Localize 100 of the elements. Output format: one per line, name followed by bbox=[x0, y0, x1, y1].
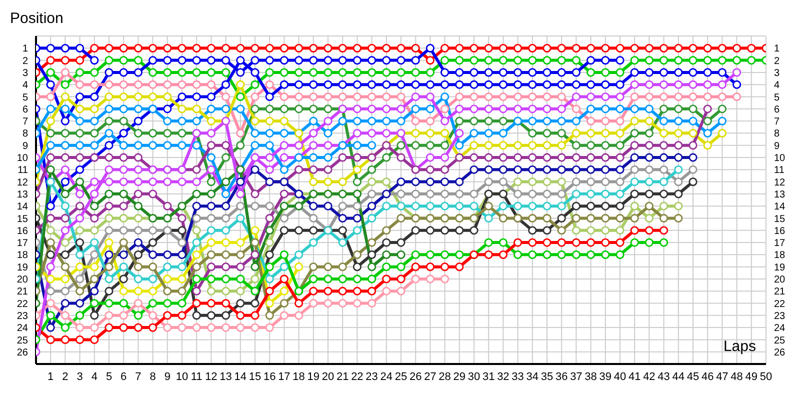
x-tick-label: 17 bbox=[278, 370, 290, 383]
y-tick-label: 13 bbox=[16, 189, 28, 200]
y2-tick-label: 25 bbox=[774, 335, 786, 346]
y-tick-label: 2 bbox=[22, 56, 28, 67]
x-tick-label: 36 bbox=[555, 370, 568, 383]
x-tick-label: 25 bbox=[394, 370, 408, 383]
y-tick-label: 6 bbox=[22, 104, 28, 116]
y2-tick-label: 9 bbox=[774, 140, 780, 152]
y2-tick-label: 7 bbox=[774, 116, 780, 128]
y2-tick-label: 21 bbox=[774, 286, 786, 298]
x-tick-label: 15 bbox=[248, 370, 262, 383]
y-tick-label: 12 bbox=[16, 177, 28, 188]
y2-tick-label: 11 bbox=[774, 165, 785, 176]
y-tick-label: 19 bbox=[16, 262, 28, 274]
x-tick-label: 13 bbox=[220, 370, 232, 383]
y2-tick-label: 4 bbox=[774, 80, 780, 92]
y-tick-label: 21 bbox=[16, 286, 28, 298]
x-tick-label: 29 bbox=[453, 370, 466, 383]
y2-tick-label: 8 bbox=[774, 128, 780, 140]
y2-tick-label: 13 bbox=[774, 189, 786, 200]
x-tick-label: 26 bbox=[409, 370, 422, 383]
x-tick-label: 8 bbox=[150, 370, 156, 383]
y-tick-label: 26 bbox=[16, 347, 28, 358]
x-tick-label: 22 bbox=[351, 370, 364, 383]
x-tick-label: 14 bbox=[234, 370, 247, 383]
x-tick-label: 21 bbox=[336, 370, 349, 383]
y2-tick-label: 16 bbox=[774, 226, 786, 237]
x-tick-label: 11 bbox=[190, 370, 202, 383]
y-tick-label: 3 bbox=[22, 68, 28, 79]
x-tick-label: 4 bbox=[91, 370, 98, 383]
x-tick-label: 2 bbox=[62, 370, 68, 383]
x-tick-label: 39 bbox=[599, 370, 612, 383]
y-tick-label: 7 bbox=[22, 116, 28, 128]
x-tick-label: 43 bbox=[658, 370, 670, 383]
x-tick-label: 18 bbox=[292, 370, 305, 383]
y-tick-label: 16 bbox=[16, 226, 28, 237]
y2-tick-label: 10 bbox=[774, 153, 786, 164]
x-tick-label: 20 bbox=[322, 370, 334, 383]
y-tick-label: 11 bbox=[18, 165, 28, 176]
x-tick-label: 23 bbox=[366, 370, 378, 383]
y-tick-label: 24 bbox=[16, 323, 28, 334]
x-tick-label: 32 bbox=[497, 370, 510, 383]
x-tick-label: 34 bbox=[526, 370, 539, 383]
x-tick-label: 44 bbox=[672, 370, 685, 383]
x-tick-label: 12 bbox=[205, 370, 218, 383]
y2-tick-label: 22 bbox=[774, 298, 786, 310]
y2-tick-label: 1 bbox=[774, 44, 780, 55]
x-tick-label: 41 bbox=[628, 370, 641, 383]
y2-tick-label: 3 bbox=[774, 68, 780, 79]
y-tick-label: 10 bbox=[16, 153, 28, 164]
y-tick-label: 1 bbox=[22, 44, 28, 55]
x-tick-label: 28 bbox=[438, 370, 451, 383]
y2-tick-label: 2 bbox=[774, 56, 780, 67]
x-tick-label: 48 bbox=[730, 370, 743, 383]
y2-tick-label: 26 bbox=[774, 347, 786, 358]
x-tick-label: 6 bbox=[120, 370, 127, 383]
x-tick-label: 37 bbox=[570, 370, 582, 383]
y-tick-label: 4 bbox=[22, 80, 28, 92]
y-tick-label: 15 bbox=[16, 214, 28, 225]
y-tick-label: 8 bbox=[22, 128, 28, 140]
y2-tick-label: 24 bbox=[774, 323, 786, 334]
x-tick-label: 30 bbox=[468, 370, 480, 383]
x-tick-label: 42 bbox=[643, 370, 656, 383]
y-tick-label: 14 bbox=[16, 202, 28, 213]
y-tick-label: 23 bbox=[16, 310, 28, 322]
x-tick-label: 33 bbox=[512, 370, 524, 383]
y2-tick-label: 23 bbox=[774, 310, 786, 322]
x-tick-label: 3 bbox=[76, 370, 83, 383]
y-tick-label: 25 bbox=[16, 335, 28, 346]
x-tick-label: 16 bbox=[263, 370, 276, 383]
x-tick-label: 31 bbox=[482, 370, 495, 383]
x-tick-label: 47 bbox=[716, 370, 728, 383]
y2-tick-label: 19 bbox=[774, 262, 786, 274]
x-tick-label: 38 bbox=[584, 370, 597, 383]
x-tick-label: 7 bbox=[135, 370, 142, 383]
y-tick-label: 9 bbox=[22, 140, 28, 152]
x-tick-label: 46 bbox=[701, 370, 714, 383]
x-tick-label: 19 bbox=[307, 370, 320, 383]
y-tick-label: 17 bbox=[16, 238, 28, 250]
x-tick-label: 5 bbox=[106, 370, 112, 383]
x-tick-label: 9 bbox=[164, 370, 170, 383]
x-tick-label: 27 bbox=[424, 370, 436, 383]
x-tick-label: 24 bbox=[380, 370, 393, 383]
x-tick-label: 40 bbox=[614, 370, 626, 383]
y-tick-label: 20 bbox=[16, 274, 28, 286]
x-tick-label: 45 bbox=[686, 370, 700, 383]
y2-tick-label: 5 bbox=[774, 92, 780, 104]
x-tick-label: 50 bbox=[760, 370, 772, 383]
y-tick-label: 22 bbox=[16, 298, 28, 310]
y2-tick-label: 12 bbox=[774, 177, 786, 188]
y2-tick-label: 15 bbox=[774, 214, 786, 225]
x-tick-label: 35 bbox=[540, 370, 554, 383]
y-axis-title: Position bbox=[10, 10, 64, 27]
x-axis-title: Laps bbox=[723, 338, 756, 355]
y-tick-label: 18 bbox=[16, 250, 28, 262]
y2-tick-label: 18 bbox=[774, 250, 786, 262]
x-tick-label: 1 bbox=[48, 370, 54, 383]
x-tick-label: 49 bbox=[745, 370, 758, 383]
y-tick-label: 5 bbox=[22, 92, 28, 104]
y2-tick-label: 6 bbox=[774, 104, 780, 116]
